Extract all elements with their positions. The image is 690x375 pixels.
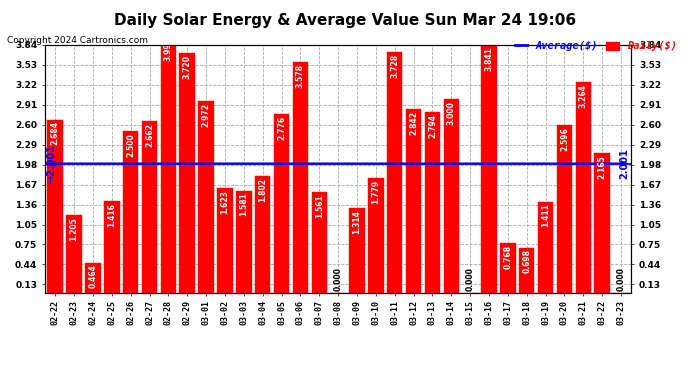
Text: 1.314: 1.314	[353, 210, 362, 234]
Legend: Average($), Daily($): Average($), Daily($)	[511, 37, 681, 56]
Bar	[274, 114, 289, 292]
Text: 3.996: 3.996	[164, 37, 173, 61]
Text: 1.561: 1.561	[315, 194, 324, 217]
Bar	[311, 192, 327, 292]
Text: →2.001: →2.001	[47, 144, 57, 183]
Bar	[217, 188, 233, 292]
Text: 2.776: 2.776	[277, 116, 286, 140]
Bar	[575, 82, 591, 292]
Bar	[66, 215, 82, 292]
Text: 1.802: 1.802	[258, 178, 267, 202]
Text: 0.000: 0.000	[466, 267, 475, 291]
Bar	[161, 35, 176, 292]
Text: 3.720: 3.720	[183, 55, 192, 79]
Text: 2.165: 2.165	[598, 155, 607, 178]
Bar	[255, 176, 270, 292]
Text: 0.000: 0.000	[333, 267, 343, 291]
Text: 2.684: 2.684	[51, 122, 60, 146]
Bar	[293, 62, 308, 292]
Bar	[406, 110, 422, 292]
Bar	[519, 248, 535, 292]
Text: 1.623: 1.623	[220, 190, 230, 214]
Bar	[349, 208, 365, 292]
Bar	[557, 125, 572, 292]
Text: 3.264: 3.264	[579, 84, 588, 108]
Text: 2.972: 2.972	[201, 103, 210, 127]
Text: 3.728: 3.728	[390, 54, 400, 78]
Text: 1.416: 1.416	[108, 203, 117, 227]
Text: 2.662: 2.662	[145, 123, 154, 147]
Bar	[424, 112, 440, 292]
Bar	[368, 178, 384, 292]
Bar	[236, 190, 252, 292]
Text: Daily Solar Energy & Average Value Sun Mar 24 19:06: Daily Solar Energy & Average Value Sun M…	[114, 13, 576, 28]
Text: 1.411: 1.411	[541, 204, 550, 227]
Text: 0.464: 0.464	[88, 264, 97, 288]
Text: 0.768: 0.768	[503, 245, 513, 269]
Text: 2.596: 2.596	[560, 127, 569, 151]
Text: 1.205: 1.205	[70, 217, 79, 240]
Bar	[141, 121, 157, 292]
Bar	[85, 262, 101, 292]
Text: 2.500: 2.500	[126, 133, 135, 157]
Bar	[198, 101, 214, 292]
Bar	[179, 53, 195, 292]
Bar	[123, 131, 139, 292]
Text: 1.581: 1.581	[239, 192, 248, 216]
Text: 2.842: 2.842	[409, 111, 418, 135]
Text: 1.779: 1.779	[371, 180, 380, 204]
Text: 2.794: 2.794	[428, 114, 437, 138]
Bar	[594, 153, 610, 292]
Text: 3.578: 3.578	[296, 64, 305, 88]
Bar	[481, 45, 497, 292]
Bar	[387, 52, 402, 292]
Text: 0.698: 0.698	[522, 249, 531, 273]
Text: 0.000: 0.000	[616, 267, 625, 291]
Bar	[500, 243, 515, 292]
Text: 3.841: 3.841	[484, 47, 493, 71]
Text: Copyright 2024 Cartronics.com: Copyright 2024 Cartronics.com	[7, 36, 148, 45]
Bar	[538, 201, 553, 292]
Bar	[104, 201, 119, 292]
Text: 3.000: 3.000	[446, 101, 456, 125]
Bar	[444, 99, 459, 292]
Bar	[48, 120, 63, 292]
Text: 2.001: 2.001	[620, 148, 629, 179]
